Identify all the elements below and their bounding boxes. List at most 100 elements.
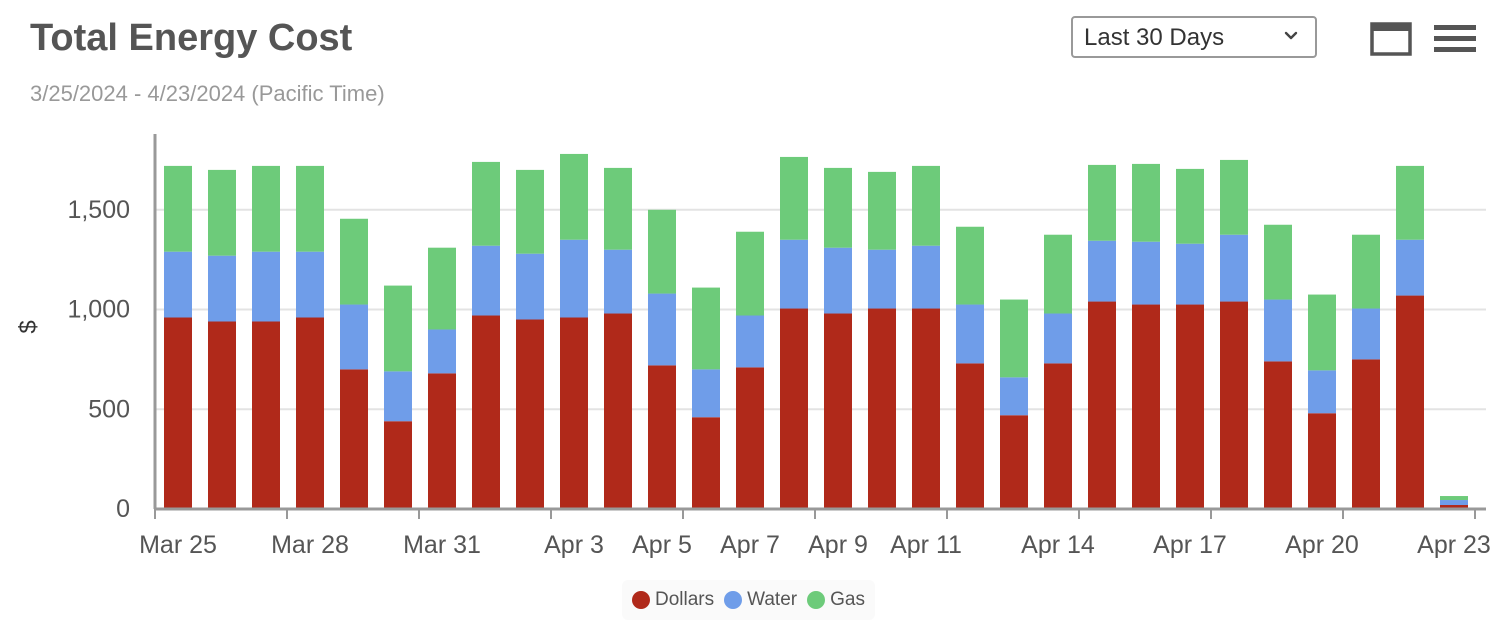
bar-water[interactable] xyxy=(648,293,676,366)
bar-gas[interactable] xyxy=(648,209,676,294)
bar-gas[interactable] xyxy=(340,218,368,305)
x-tick-label: Mar 31 xyxy=(403,531,481,559)
bar-water[interactable] xyxy=(340,304,368,370)
bar-gas[interactable] xyxy=(1308,294,1336,371)
bar-dollars[interactable] xyxy=(824,313,852,509)
bar-dollars[interactable] xyxy=(648,365,676,509)
bar-gas[interactable] xyxy=(384,285,412,372)
bar-dollars[interactable] xyxy=(1000,415,1028,509)
bar-gas[interactable] xyxy=(956,226,984,305)
bar-gas[interactable] xyxy=(1220,159,1248,235)
bar-gas[interactable] xyxy=(1176,168,1204,244)
bar-dollars[interactable] xyxy=(1088,301,1116,509)
bar-gas[interactable] xyxy=(252,165,280,252)
bar-gas[interactable] xyxy=(428,247,456,330)
bar-dollars[interactable] xyxy=(1308,413,1336,509)
bar-dollars[interactable] xyxy=(1132,304,1160,509)
bar-gas[interactable] xyxy=(736,231,764,316)
bar-dollars[interactable] xyxy=(1352,359,1380,509)
bar-gas[interactable] xyxy=(604,167,632,250)
bar-water[interactable] xyxy=(1440,500,1468,506)
y-tick-label: 500 xyxy=(88,395,130,423)
bar-dollars[interactable] xyxy=(736,367,764,509)
bar-dollars[interactable] xyxy=(780,308,808,509)
bar-dollars[interactable] xyxy=(1220,301,1248,509)
bar-water[interactable] xyxy=(780,239,808,309)
bar-water[interactable] xyxy=(252,251,280,322)
bar-water[interactable] xyxy=(164,251,192,318)
bar-water[interactable] xyxy=(1220,234,1248,302)
bar-dollars[interactable] xyxy=(692,417,720,509)
bar-gas[interactable] xyxy=(164,165,192,252)
bar-gas[interactable] xyxy=(560,153,588,240)
bar-water[interactable] xyxy=(1000,377,1028,416)
bar-dollars[interactable] xyxy=(912,308,940,509)
bar-dollars[interactable] xyxy=(340,369,368,509)
bar-gas[interactable] xyxy=(1088,164,1116,241)
bar-gas[interactable] xyxy=(208,169,236,256)
bar-dollars[interactable] xyxy=(428,373,456,509)
bar-water[interactable] xyxy=(208,255,236,322)
bar-water[interactable] xyxy=(824,247,852,314)
bar-gas[interactable] xyxy=(1044,234,1072,314)
fullscreen-icon[interactable] xyxy=(1370,22,1412,56)
bar-gas[interactable] xyxy=(824,167,852,248)
bar-dollars[interactable] xyxy=(1440,505,1468,509)
bar-dollars[interactable] xyxy=(604,313,632,509)
bar-gas[interactable] xyxy=(1396,165,1424,240)
bar-dollars[interactable] xyxy=(516,319,544,510)
bar-water[interactable] xyxy=(736,315,764,368)
bar-dollars[interactable] xyxy=(252,321,280,509)
bar-gas[interactable] xyxy=(296,165,324,252)
bar-dollars[interactable] xyxy=(956,363,984,509)
bar-dollars[interactable] xyxy=(296,317,324,509)
bar-water[interactable] xyxy=(1396,239,1424,296)
bar-water[interactable] xyxy=(1088,240,1116,302)
bar-gas[interactable] xyxy=(868,171,896,250)
bar-water[interactable] xyxy=(912,245,940,309)
legend-item-water[interactable]: Water xyxy=(724,589,797,611)
bar-gas[interactable] xyxy=(692,287,720,370)
bar-water[interactable] xyxy=(692,369,720,418)
bar-dollars[interactable] xyxy=(164,317,192,509)
bar-water[interactable] xyxy=(1264,299,1292,362)
bar-water[interactable] xyxy=(604,249,632,314)
bar-gas[interactable] xyxy=(1264,224,1292,300)
bar-gas[interactable] xyxy=(912,165,940,246)
bar-gas[interactable] xyxy=(516,169,544,254)
bar-dollars[interactable] xyxy=(1044,363,1072,509)
bar-water[interactable] xyxy=(428,329,456,374)
bar-gas[interactable] xyxy=(1000,299,1028,378)
menu-icon[interactable] xyxy=(1434,24,1476,54)
bar-gas[interactable] xyxy=(1132,163,1160,242)
bar-water[interactable] xyxy=(472,245,500,316)
bar-water[interactable] xyxy=(1132,241,1160,305)
x-tick-label: Apr 20 xyxy=(1285,531,1359,559)
bar-dollars[interactable] xyxy=(1396,295,1424,509)
bar-water[interactable] xyxy=(516,253,544,320)
bar-gas[interactable] xyxy=(780,156,808,240)
bar-water[interactable] xyxy=(1352,308,1380,360)
legend-item-gas[interactable]: Gas xyxy=(807,589,865,611)
bar-dollars[interactable] xyxy=(1176,304,1204,509)
bar-gas[interactable] xyxy=(1352,234,1380,309)
bar-water[interactable] xyxy=(296,251,324,318)
bar-water[interactable] xyxy=(868,249,896,309)
bar-dollars[interactable] xyxy=(560,317,588,509)
bar-dollars[interactable] xyxy=(384,421,412,509)
bar-gas[interactable] xyxy=(472,161,500,246)
bar-water[interactable] xyxy=(560,239,588,318)
legend-item-dollars[interactable]: Dollars xyxy=(632,589,714,611)
y-tick-label: 1,500 xyxy=(67,196,130,224)
bar-water[interactable] xyxy=(1044,313,1072,364)
date-range-select[interactable]: Last 30 Days xyxy=(1071,16,1317,58)
bar-dollars[interactable] xyxy=(472,315,500,509)
bar-water[interactable] xyxy=(1176,243,1204,305)
bar-water[interactable] xyxy=(1308,370,1336,414)
bar-gas[interactable] xyxy=(1440,496,1468,501)
bar-dollars[interactable] xyxy=(208,321,236,509)
bar-water[interactable] xyxy=(384,371,412,422)
bar-water[interactable] xyxy=(956,304,984,364)
bar-dollars[interactable] xyxy=(1264,361,1292,509)
bar-dollars[interactable] xyxy=(868,308,896,509)
